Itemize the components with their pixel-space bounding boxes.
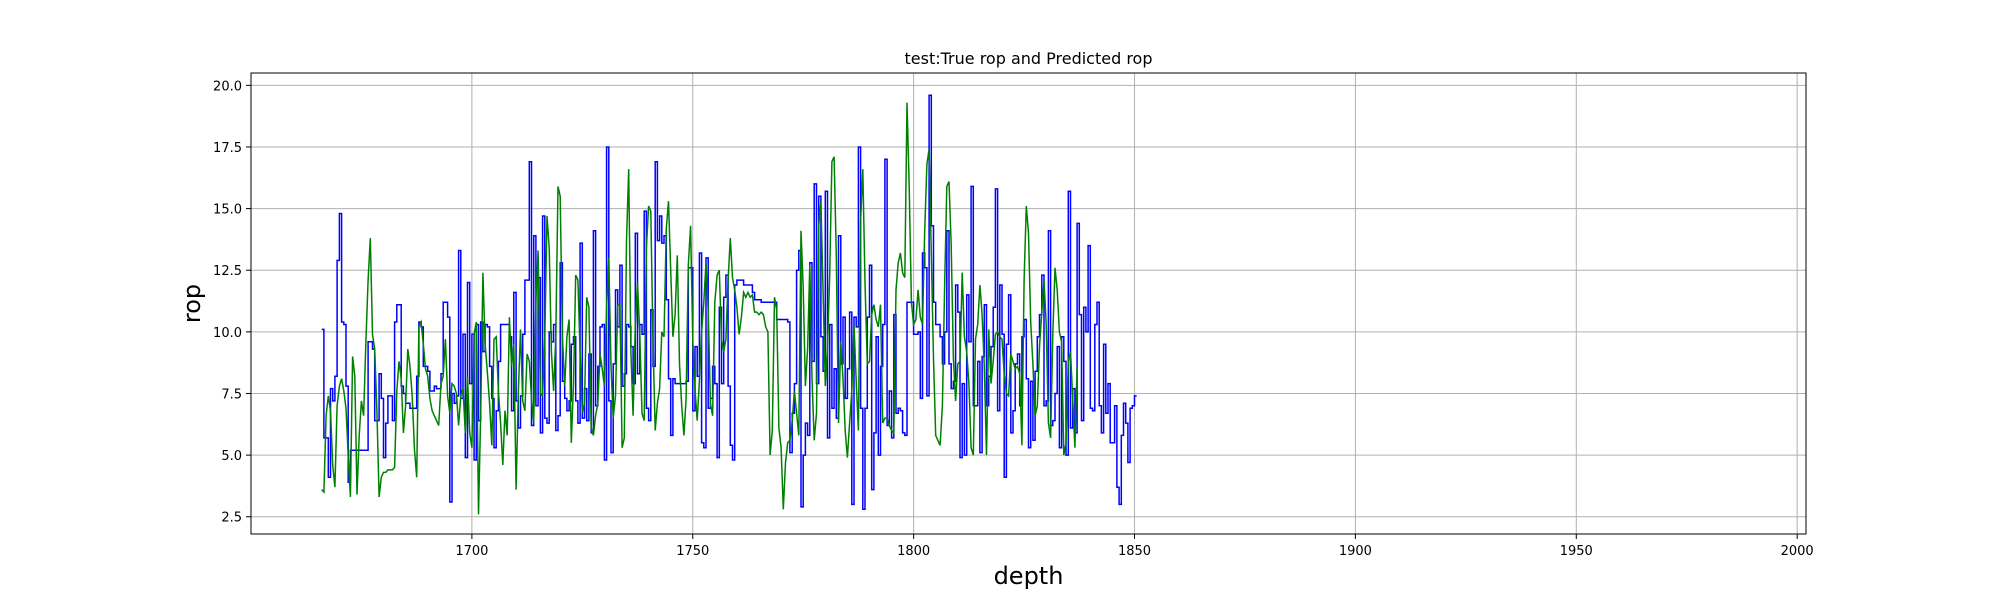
x-tick-label: 1750 <box>676 544 709 559</box>
y-axis-title: rop <box>178 284 206 323</box>
y-tick-label: 2.5 <box>221 511 242 526</box>
x-axis-title: depth <box>994 562 1064 590</box>
chart-title: test:True rop and Predicted rop <box>905 49 1153 68</box>
y-tick-label: 15.0 <box>213 203 242 218</box>
series-line-green <box>321 102 1078 515</box>
x-tick-label: 1850 <box>1118 544 1151 559</box>
plot-series <box>321 94 1137 515</box>
y-tick-label: 7.5 <box>221 387 242 402</box>
y-tick-label: 5.0 <box>221 449 242 464</box>
y-tick-label: 10.0 <box>213 326 242 341</box>
x-tick-label: 1800 <box>897 544 930 559</box>
y-tick-label: 17.5 <box>213 141 242 156</box>
x-tick-label: 2000 <box>1781 544 1814 559</box>
x-tick-label: 1950 <box>1560 544 1593 559</box>
x-tick-label: 1900 <box>1339 544 1372 559</box>
series-line-blue <box>321 94 1137 511</box>
plot-frame <box>250 72 1807 535</box>
y-tick-label: 12.5 <box>213 264 242 279</box>
y-tick-label: 20.0 <box>213 79 242 94</box>
x-tick-label: 1700 <box>455 544 488 559</box>
axis-ticks: 1700 1750 1800 1850 1900 1950 2000 2.5 5.0 7.5 10.… <box>213 79 1814 559</box>
